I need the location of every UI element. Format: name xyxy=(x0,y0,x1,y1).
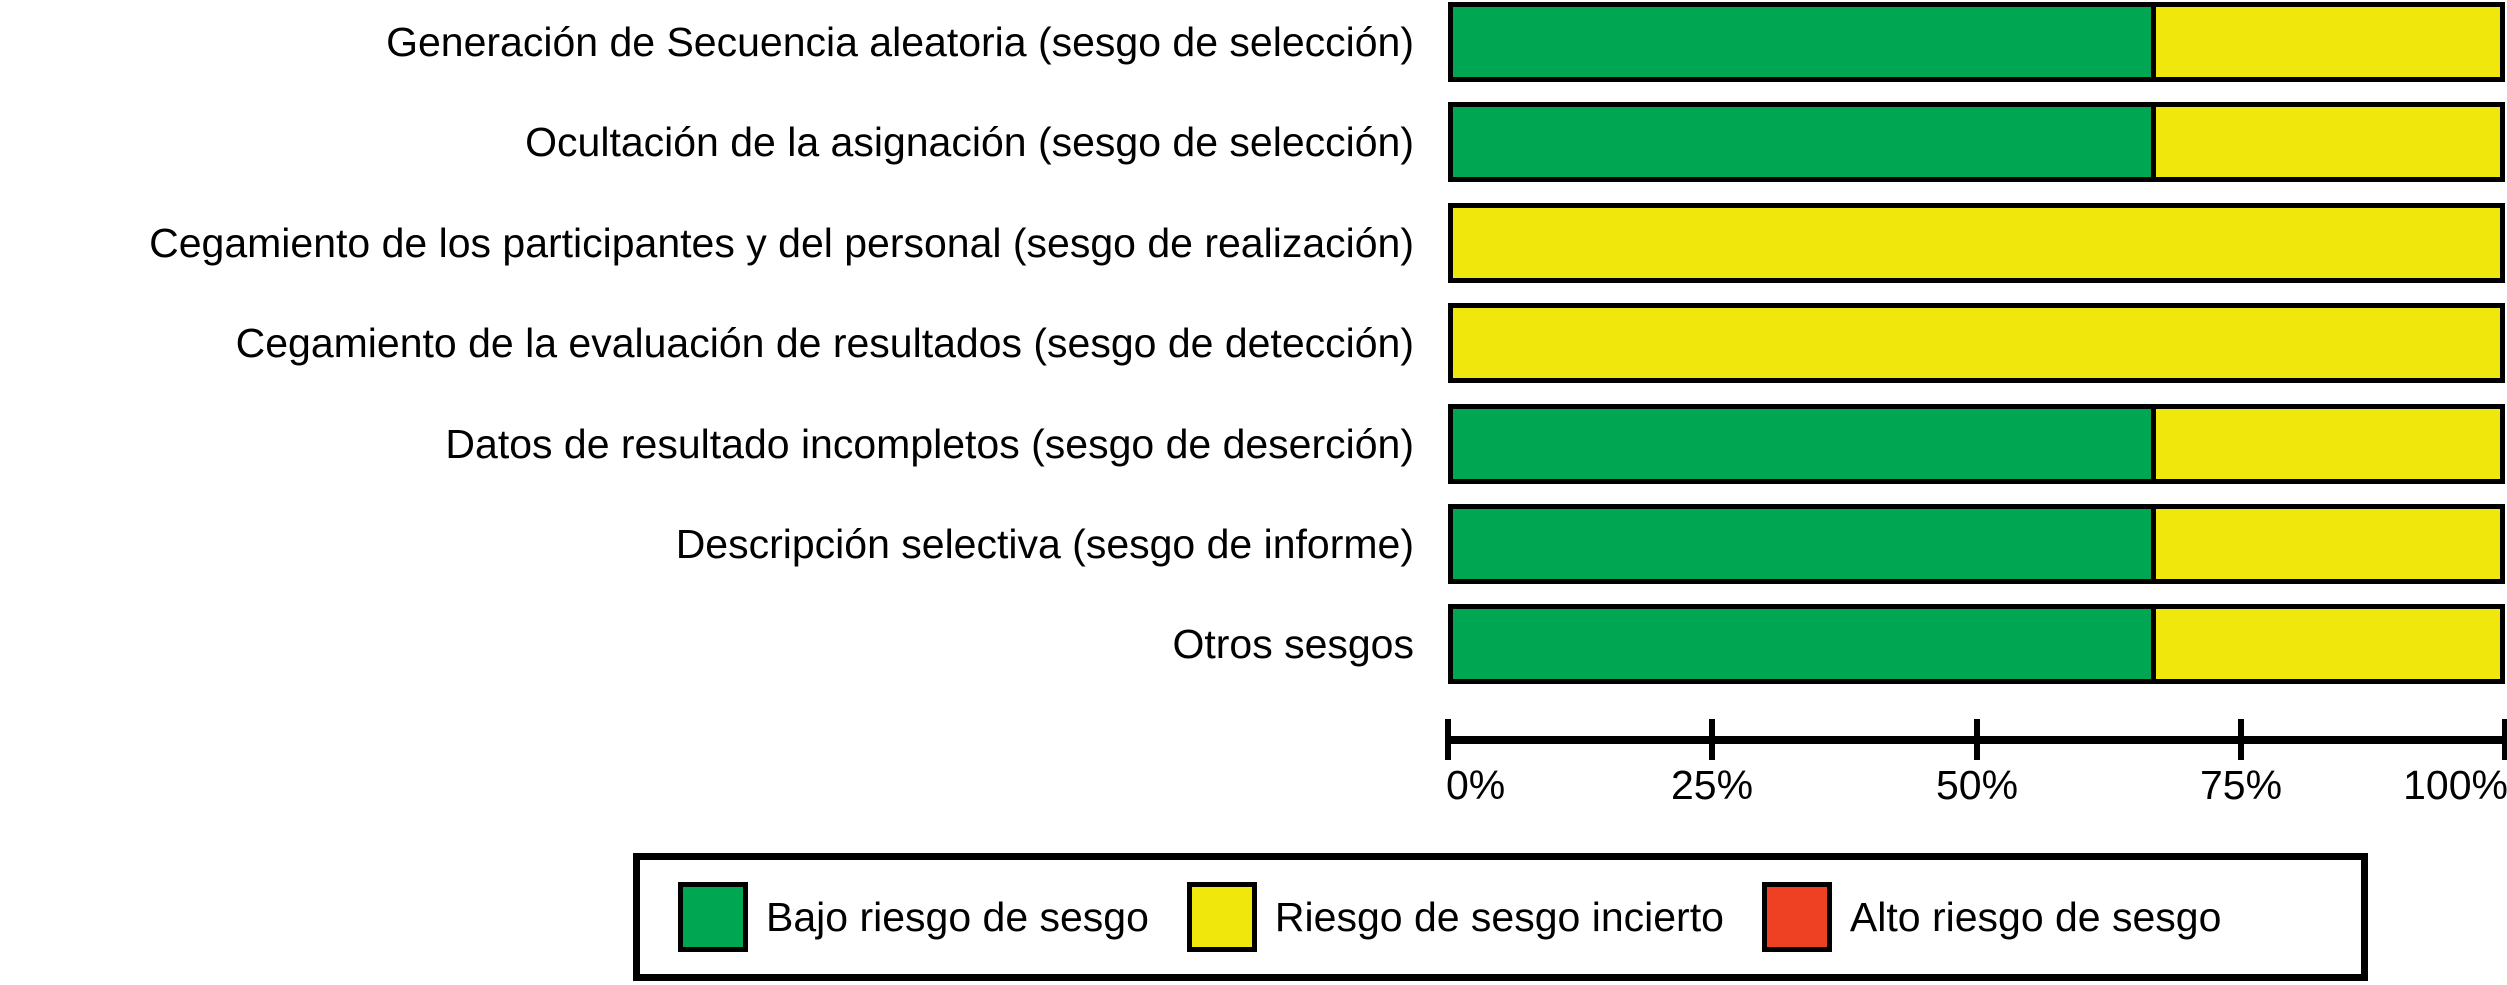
axis-tick-label: 75% xyxy=(2199,762,2283,808)
chart-row: Generación de Secuencia aleatoria (sesgo… xyxy=(0,2,2507,82)
stacked-bar xyxy=(1448,102,2505,182)
bar-segment-riesgo-de-sesgo-incierto xyxy=(2151,7,2500,77)
legend: Bajo riesgo de sesgo Riesgo de sesgo inci… xyxy=(633,853,2368,981)
chart-row: Otros sesgos xyxy=(0,604,2507,684)
legend-swatch-riesgo-de-sesgo-incierto xyxy=(1186,882,1257,952)
legend-swatch-alto-riesgo-de-sesgo xyxy=(1761,882,1832,952)
bar-segment-bajo-riesgo-de-sesgo xyxy=(1453,609,2152,679)
legend-label: Alto riesgo de sesgo xyxy=(1849,893,2222,940)
stacked-bar xyxy=(1448,504,2505,584)
bar-segment-riesgo-de-sesgo-incierto xyxy=(2151,409,2500,479)
category-label: Cegamiento de los participantes y del pe… xyxy=(149,219,1414,266)
axis-tick-label: 0% xyxy=(1446,762,1506,808)
axis-tick xyxy=(2502,719,2507,760)
legend-label: Riesgo de sesgo incierto xyxy=(1274,893,1724,940)
axis-tick-label: 50% xyxy=(1935,762,2019,808)
legend-item: Bajo riesgo de sesgo xyxy=(678,882,1149,952)
chart-row: Ocultación de la asignación (sesgo de se… xyxy=(0,102,2507,182)
category-label: Generación de Secuencia aleatoria (sesgo… xyxy=(386,18,1414,65)
category-label: Descripción selectiva (sesgo de informe) xyxy=(675,520,1414,567)
legend-item: Alto riesgo de sesgo xyxy=(1761,882,2222,952)
bar-segment-bajo-riesgo-de-sesgo xyxy=(1453,409,2152,479)
stacked-bar xyxy=(1448,203,2505,283)
bar-segment-riesgo-de-sesgo-incierto xyxy=(2151,609,2500,679)
bar-segment-riesgo-de-sesgo-incierto xyxy=(2151,107,2500,177)
bar-segment-bajo-riesgo-de-sesgo xyxy=(1453,509,2152,579)
stacked-bar xyxy=(1448,303,2505,383)
bar-segment-riesgo-de-sesgo-incierto xyxy=(2151,509,2500,579)
axis-tick-label: 100% xyxy=(2403,762,2507,808)
category-label: Cegamiento de la evaluación de resultado… xyxy=(235,319,1414,366)
legend-item: Riesgo de sesgo incierto xyxy=(1186,882,1724,952)
legend-label: Bajo riesgo de sesgo xyxy=(766,893,1149,940)
category-label: Datos de resultado incompletos (sesgo de… xyxy=(445,420,1414,467)
category-label: Ocultación de la asignación (sesgo de se… xyxy=(525,118,1414,165)
bar-segment-bajo-riesgo-de-sesgo xyxy=(1453,107,2152,177)
stacked-bar xyxy=(1448,2,2505,82)
category-label: Otros sesgos xyxy=(1172,620,1414,667)
bar-segment-bajo-riesgo-de-sesgo xyxy=(1453,7,2152,77)
stacked-bar xyxy=(1448,404,2505,484)
legend-swatch-bajo-riesgo-de-sesgo xyxy=(678,882,748,952)
bar-segment-riesgo-de-sesgo-incierto xyxy=(1453,308,2500,378)
chart-row: Cegamiento de la evaluación de resultado… xyxy=(0,303,2507,383)
axis-tick xyxy=(2238,719,2244,760)
bar-segment-riesgo-de-sesgo-incierto xyxy=(1453,208,2500,278)
axis-tick xyxy=(1445,719,1451,760)
axis-tick xyxy=(1974,719,1980,760)
chart-row: Descripción selectiva (sesgo de informe) xyxy=(0,504,2507,584)
axis-tick xyxy=(1709,719,1715,760)
stacked-bar xyxy=(1448,604,2505,684)
chart-row: Cegamiento de los participantes y del pe… xyxy=(0,203,2507,283)
axis-tick-label: 25% xyxy=(1670,762,1754,808)
chart-row: Datos de resultado incompletos (sesgo de… xyxy=(0,404,2507,484)
